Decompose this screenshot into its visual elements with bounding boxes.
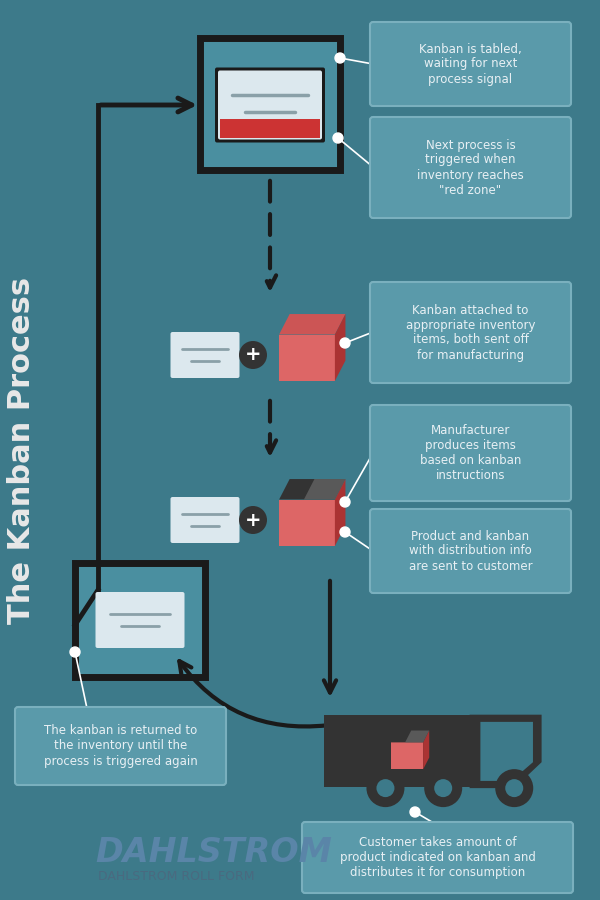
FancyBboxPatch shape: [15, 707, 226, 785]
Text: +: +: [245, 346, 261, 365]
FancyBboxPatch shape: [324, 715, 489, 787]
Circle shape: [367, 770, 404, 807]
Polygon shape: [279, 500, 335, 546]
FancyBboxPatch shape: [200, 38, 340, 170]
Polygon shape: [391, 742, 423, 770]
Text: DAHLSTROM: DAHLSTROM: [95, 836, 332, 869]
FancyBboxPatch shape: [170, 332, 239, 378]
Polygon shape: [405, 731, 429, 742]
Polygon shape: [279, 335, 335, 381]
Text: +: +: [245, 510, 261, 529]
FancyBboxPatch shape: [370, 117, 571, 218]
Circle shape: [239, 506, 267, 534]
Polygon shape: [470, 715, 542, 788]
Polygon shape: [304, 479, 346, 500]
FancyBboxPatch shape: [370, 509, 571, 593]
Polygon shape: [335, 314, 346, 381]
Polygon shape: [481, 722, 533, 781]
Text: Kanban is tabled,
waiting for next
process signal: Kanban is tabled, waiting for next proce…: [419, 42, 522, 86]
Text: Product and kanban
with distribution info
are sent to customer: Product and kanban with distribution inf…: [409, 529, 532, 572]
Text: The Kanban Process: The Kanban Process: [7, 276, 37, 624]
Circle shape: [335, 53, 345, 63]
Polygon shape: [335, 479, 346, 546]
Circle shape: [495, 770, 533, 807]
Circle shape: [340, 338, 350, 348]
Circle shape: [239, 341, 267, 369]
FancyBboxPatch shape: [218, 70, 322, 140]
Circle shape: [340, 497, 350, 507]
Polygon shape: [423, 731, 429, 770]
Circle shape: [70, 647, 80, 657]
FancyBboxPatch shape: [95, 592, 185, 648]
FancyBboxPatch shape: [370, 405, 571, 501]
FancyBboxPatch shape: [170, 497, 239, 543]
Text: DAHLSTROM ROLL FORM: DAHLSTROM ROLL FORM: [98, 869, 254, 883]
Text: Kanban attached to
appropriate inventory
items, both sent off
for manufacturing: Kanban attached to appropriate inventory…: [406, 303, 535, 362]
Polygon shape: [279, 479, 346, 500]
Circle shape: [340, 527, 350, 537]
Text: Next process is
triggered when
inventory reaches
"red zone": Next process is triggered when inventory…: [417, 139, 524, 196]
Circle shape: [376, 779, 394, 797]
FancyBboxPatch shape: [220, 120, 320, 138]
Text: Manufacturer
produces items
based on kanban
instructions: Manufacturer produces items based on kan…: [420, 424, 521, 482]
Circle shape: [505, 779, 523, 797]
Text: The kanban is returned to
the inventory until the
process is triggered again: The kanban is returned to the inventory …: [44, 724, 197, 768]
Circle shape: [424, 770, 462, 807]
FancyBboxPatch shape: [370, 22, 571, 106]
FancyBboxPatch shape: [370, 282, 571, 383]
FancyBboxPatch shape: [215, 68, 325, 142]
Circle shape: [434, 779, 452, 797]
FancyBboxPatch shape: [302, 822, 573, 893]
Polygon shape: [391, 731, 429, 742]
Circle shape: [410, 807, 420, 817]
Text: Customer takes amount of
product indicated on kanban and
distributes it for cons: Customer takes amount of product indicat…: [340, 836, 535, 879]
Circle shape: [333, 133, 343, 143]
Polygon shape: [279, 314, 346, 335]
FancyBboxPatch shape: [75, 563, 205, 677]
